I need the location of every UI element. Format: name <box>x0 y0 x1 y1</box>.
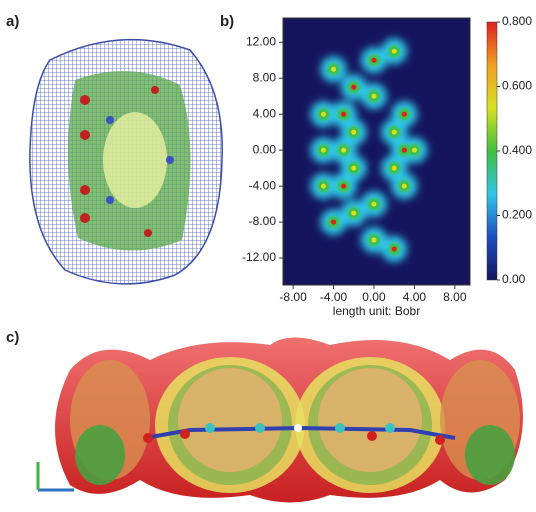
x-tick-label: -4.00 <box>320 290 348 304</box>
panel-label: b) <box>220 13 234 30</box>
y-tick-label: -12.00 <box>242 250 276 264</box>
density-peak <box>402 184 407 189</box>
density-peak <box>392 49 397 54</box>
density-peak <box>371 58 376 63</box>
figure: a) b) c) -8.00 -4.00 0.00 4.00 8.00 12.00 8.00… <box>0 0 536 512</box>
density-peak <box>331 67 336 72</box>
colorbar <box>487 22 497 280</box>
density-peak <box>321 148 326 153</box>
density-peak <box>402 112 407 117</box>
colorbar-tick-label: 0.800 <box>502 14 532 28</box>
density-peak <box>341 112 346 117</box>
panel-a-render <box>30 40 222 284</box>
density-peak <box>331 220 336 225</box>
density-peak <box>351 211 356 216</box>
density-peak <box>341 184 346 189</box>
panel-label: a) <box>6 13 19 30</box>
density-peak <box>321 112 326 117</box>
heatmap-area <box>283 18 470 285</box>
panel-label: c) <box>6 329 19 346</box>
density-peak <box>412 148 417 153</box>
y-tick-label: 4.00 <box>253 106 277 120</box>
x-tick-label: 0.00 <box>362 290 386 304</box>
density-peak <box>321 184 326 189</box>
x-axis-label: length unit: Bobr <box>333 304 420 318</box>
colorbar-tick-label: 0.400 <box>502 143 532 157</box>
y-tick-label: 8.00 <box>253 70 277 84</box>
density-peak <box>392 247 397 252</box>
density-peak <box>351 85 356 90</box>
density-peak <box>392 130 397 135</box>
y-tick-label: -8.00 <box>249 214 277 228</box>
colorbar-tick-label: 0.200 <box>502 208 532 222</box>
y-tick-label: -4.00 <box>249 178 277 192</box>
density-peak <box>351 166 356 171</box>
density-peak <box>371 202 376 207</box>
density-peak <box>351 130 356 135</box>
panel-c-render <box>38 338 523 503</box>
x-tick-label: 4.00 <box>403 290 427 304</box>
y-tick-label: 0.00 <box>253 142 277 156</box>
x-tick-label: 8.00 <box>443 290 467 304</box>
colorbar-tick-label: 0.00 <box>502 272 526 286</box>
density-peak <box>392 166 397 171</box>
density-peak <box>371 238 376 243</box>
y-tick-label: 12.00 <box>246 34 276 48</box>
density-peak <box>402 148 407 153</box>
x-tick-label: -8.00 <box>279 290 307 304</box>
colorbar-tick-label: 0.600 <box>502 79 532 93</box>
density-peak <box>341 148 346 153</box>
density-peak <box>371 94 376 99</box>
